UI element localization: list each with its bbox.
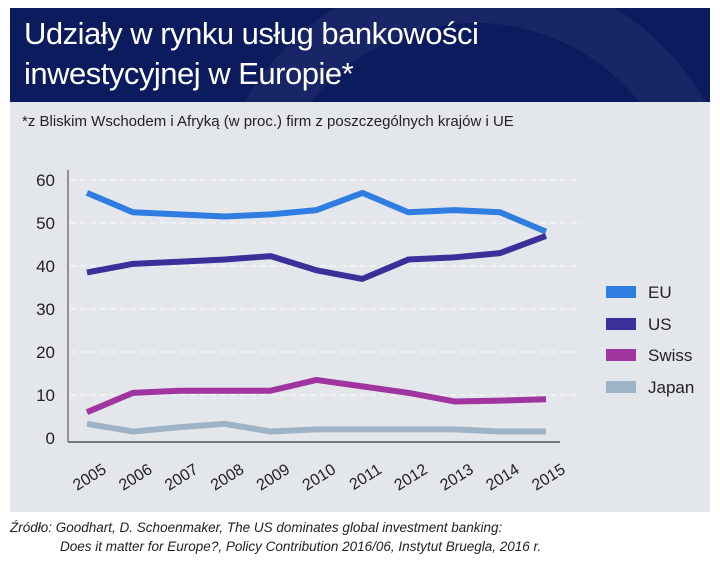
x-tick-label: 2010 (300, 461, 339, 494)
title-line-2: inwestycyjnej w Europie* (24, 56, 354, 91)
x-tick-label: 2009 (254, 461, 293, 494)
x-tick-label: 2015 (529, 461, 568, 494)
legend-label-us: US (648, 315, 672, 334)
title-band: Udziały w rynku usług bankowości inwestyc… (10, 8, 710, 102)
x-tick-label: 2013 (437, 461, 476, 494)
y-tick-label: 40 (36, 257, 55, 276)
legend-label-eu: EU (648, 283, 672, 302)
source-line-2: Does it matter for Europe?, Policy Contr… (60, 539, 542, 554)
x-tick-label: 2008 (208, 461, 247, 494)
legend-swatch-eu (606, 286, 636, 298)
chart-subtitle: *z Bliskim Wschodem i Afryką (w proc.) f… (22, 113, 514, 130)
x-tick-label: 2011 (347, 461, 385, 494)
x-tick-label: 2012 (392, 461, 431, 494)
series-line-us (86, 233, 548, 282)
series-line-swiss (85, 376, 547, 415)
legend-swatch-us (606, 318, 636, 330)
source-note: Źródło: Goodhart, D. Schoenmaker, The US… (10, 518, 541, 556)
x-tick-label: 2007 (162, 461, 201, 494)
x-tick-label: 2006 (116, 461, 155, 494)
chart-panel (10, 102, 710, 512)
legend-swatch-japan (606, 381, 636, 393)
y-tick-label: 20 (36, 343, 55, 362)
y-tick-label: 10 (36, 386, 55, 405)
x-tick-label: 2005 (70, 461, 109, 494)
series-line-eu (85, 189, 548, 235)
y-tick-label: 50 (36, 214, 55, 233)
series-line-japan (86, 420, 546, 435)
y-tick-label: 60 (36, 171, 55, 190)
source-line-1: Źródło: Goodhart, D. Schoenmaker, The US… (10, 520, 503, 535)
legend-label-japan: Japan (648, 378, 694, 397)
legend-swatch-swiss (606, 349, 636, 361)
chart-title: Udziały w rynku usług bankowości inwestyc… (24, 14, 479, 94)
y-tick-label: 30 (36, 300, 55, 319)
x-tick-label: 2014 (483, 461, 522, 494)
legend-label-swiss: Swiss (648, 346, 692, 365)
y-tick-label: 0 (46, 429, 55, 448)
title-line-1: Udziały w rynku usług bankowości (24, 16, 479, 51)
